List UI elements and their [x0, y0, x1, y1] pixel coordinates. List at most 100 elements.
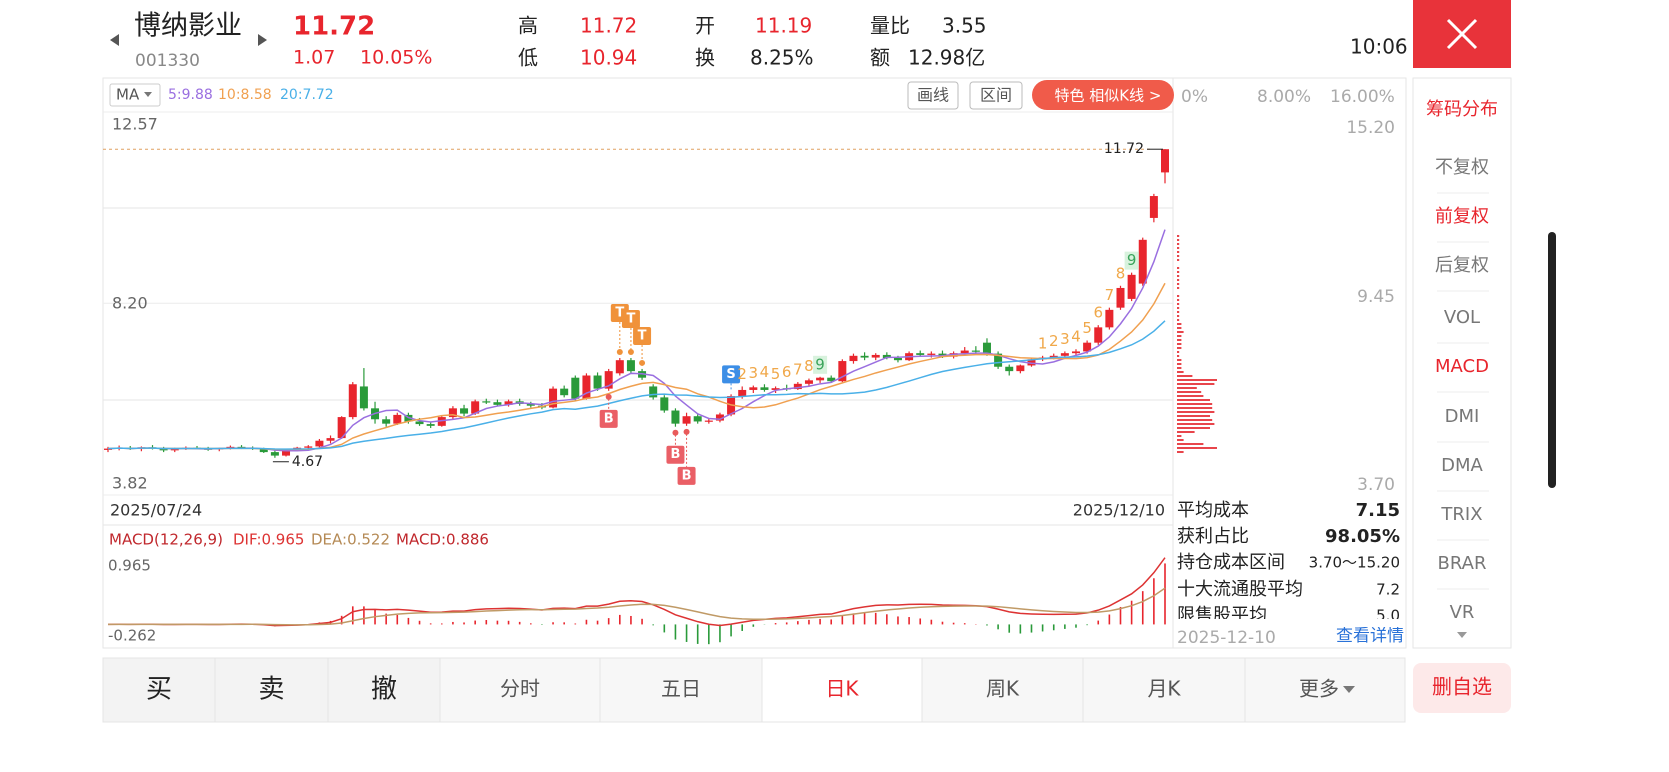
ma-selector[interactable]: [109, 83, 161, 107]
macd-dea: DEA:0.522: [311, 531, 390, 549]
field-value: 10.94: [580, 46, 637, 70]
chip-stat-value: 7.15: [1356, 500, 1400, 521]
tab-label: 月K: [1147, 677, 1181, 701]
candle-body: [393, 414, 402, 424]
more-arrow: [1457, 632, 1467, 638]
start-date: 2025/07/24: [110, 501, 202, 520]
sidebar-item[interactable]: 不复权: [1435, 157, 1489, 178]
chip-bar: [1177, 411, 1215, 413]
tab-label: 分时: [500, 677, 540, 701]
prev-arrow[interactable]: [110, 34, 119, 46]
ma-legend: 5:9.88: [168, 87, 213, 103]
count-label: 6: [1093, 304, 1103, 322]
chip-axis-label: 16.00%: [1330, 87, 1395, 107]
signal-dot: [627, 348, 634, 355]
dea-line: [107, 587, 1166, 626]
candle-body: [415, 421, 424, 425]
candle-body: [1016, 365, 1025, 372]
candle-body: [916, 353, 925, 355]
range-button-label: 区间: [980, 86, 1012, 105]
signal-dot: [605, 393, 612, 400]
candle-body: [604, 371, 613, 389]
sidebar-item[interactable]: BRAR: [1438, 553, 1487, 574]
count-label: 3: [1060, 330, 1070, 348]
sidebar-item[interactable]: 后复权: [1435, 255, 1489, 276]
sidebar-item[interactable]: 筹码分布: [1426, 99, 1498, 120]
draw-button[interactable]: [907, 81, 959, 110]
field-label: 额: [870, 46, 890, 70]
chip-bar: [1177, 271, 1180, 273]
chip-bar: [1177, 303, 1180, 305]
signal-label: B: [670, 447, 680, 462]
candle-body: [504, 401, 513, 405]
candle-body: [526, 403, 535, 406]
count-label: 9: [1127, 251, 1137, 269]
candle-body: [660, 397, 669, 411]
favorite-button[interactable]: [1413, 663, 1511, 713]
sidebar-item[interactable]: 前复权: [1435, 206, 1489, 227]
candle-body: [860, 355, 869, 358]
sidebar-item[interactable]: VR: [1450, 602, 1475, 623]
sidebar-item[interactable]: DMA: [1441, 455, 1483, 476]
sidebar-item[interactable]: TRIX: [1440, 504, 1482, 525]
chip-bar: [1177, 395, 1204, 397]
count-label: 6: [782, 363, 792, 381]
tab-label: 日K: [825, 677, 859, 701]
chip-bar: [1177, 403, 1213, 405]
candle-body: [871, 354, 880, 358]
scrollbar[interactable]: [1548, 232, 1556, 488]
count-label: 8: [1116, 264, 1126, 282]
candle-body: [1049, 355, 1058, 358]
field-value: 11.72: [580, 14, 637, 38]
tab[interactable]: [439, 657, 601, 723]
candle-body: [560, 388, 569, 396]
chip-bar: [1177, 439, 1184, 441]
candle-body: [1005, 366, 1014, 372]
candle-body: [671, 410, 680, 424]
candle-body: [738, 389, 747, 397]
candle-body: [326, 438, 335, 441]
candle-body: [749, 387, 758, 390]
candle-body: [426, 424, 435, 426]
candle-body: [626, 360, 635, 372]
field-label: 高: [518, 14, 538, 38]
candle-body: [760, 387, 769, 390]
range-button[interactable]: [969, 81, 1023, 110]
sidebar-item[interactable]: MACD: [1435, 356, 1489, 377]
candle-body: [304, 446, 313, 448]
field-value: 8.25%: [750, 46, 814, 70]
tab[interactable]: [1244, 657, 1406, 723]
tab[interactable]: [102, 657, 216, 723]
candle-body: [582, 375, 591, 399]
chip-bar: [1177, 283, 1180, 285]
detail-link[interactable]: 查看详情: [1336, 626, 1404, 646]
signal-label: B: [604, 411, 614, 426]
tab[interactable]: [921, 657, 1084, 723]
tab[interactable]: [214, 657, 329, 723]
chip-bar: [1177, 427, 1210, 429]
signal-label: B: [682, 468, 692, 483]
candle-body: [771, 388, 780, 390]
chip-stat-value: 98.05%: [1325, 526, 1400, 547]
chip-bar: [1177, 243, 1180, 245]
chip-bar: [1177, 267, 1180, 269]
candle-body: [816, 377, 825, 381]
chip-bar: [1177, 255, 1180, 257]
count-badge: [1124, 251, 1139, 270]
ma-line: [107, 229, 1166, 452]
chip-bar: [1177, 259, 1180, 261]
chip-axis-label: 0%: [1181, 87, 1208, 107]
tab-label: 周K: [986, 677, 1020, 701]
tab[interactable]: [599, 657, 763, 723]
chip-bar: [1177, 295, 1180, 297]
tab-label: 更多: [1299, 677, 1339, 701]
next-arrow[interactable]: [258, 34, 267, 46]
low-price-label: 4.67: [292, 454, 323, 470]
sidebar-item[interactable]: VOL: [1444, 307, 1480, 328]
field-value: 3.55: [942, 14, 987, 38]
tab[interactable]: [761, 657, 923, 723]
sidebar-item[interactable]: DMI: [1445, 406, 1480, 427]
feature-button[interactable]: [1032, 80, 1174, 110]
signal-badge: [666, 445, 685, 464]
